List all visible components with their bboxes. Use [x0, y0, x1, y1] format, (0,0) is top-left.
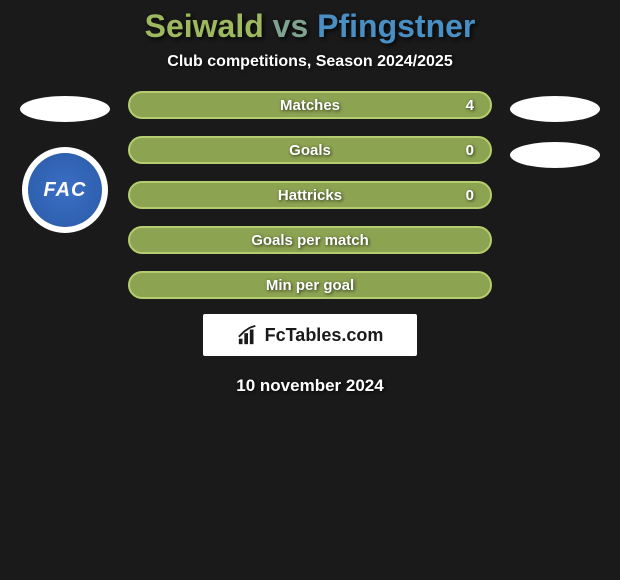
logo-text: FAC: [44, 179, 87, 202]
stat-bar-min-per-goal: Min per goal: [128, 271, 492, 299]
brand-text: FcTables.com: [265, 325, 384, 346]
content-row: FAC Matches 4 Goals 0 Hattricks 0 Goals …: [0, 91, 620, 299]
club-logo: FAC: [22, 147, 108, 233]
club-logo-inner: FAC: [28, 153, 102, 227]
stats-column: Matches 4 Goals 0 Hattricks 0 Goals per …: [120, 91, 500, 299]
stat-bar-hattricks: Hattricks 0: [128, 181, 492, 209]
stat-bar-goals-per-match: Goals per match: [128, 226, 492, 254]
title-part2: Pfingstner: [317, 8, 475, 44]
chart-icon: [237, 324, 259, 346]
player-ellipse-right-2: [510, 142, 600, 168]
stat-label: Goals per match: [251, 232, 369, 249]
stat-bar-goals: Goals 0: [128, 136, 492, 164]
player-ellipse-right-1: [510, 96, 600, 122]
right-column: [500, 91, 610, 168]
player-ellipse-left: [20, 96, 110, 122]
stat-label: Min per goal: [266, 277, 354, 294]
stat-value: 4: [466, 97, 474, 114]
stat-label: Goals: [289, 142, 331, 159]
left-column: FAC: [10, 91, 120, 233]
subtitle: Club competitions, Season 2024/2025: [0, 53, 620, 71]
stat-bar-matches: Matches 4: [128, 91, 492, 119]
date-text: 10 november 2024: [0, 376, 620, 396]
page-title: Seiwald vs Pfingstner: [0, 8, 620, 45]
brand-box[interactable]: FcTables.com: [203, 314, 417, 356]
stat-label: Hattricks: [278, 187, 342, 204]
main-container: Seiwald vs Pfingstner Club competitions,…: [0, 0, 620, 396]
stat-value: 0: [466, 142, 474, 159]
stat-label: Matches: [280, 97, 340, 114]
stat-value: 0: [466, 187, 474, 204]
title-part1: Seiwald: [145, 8, 264, 44]
title-vs: vs: [264, 8, 317, 44]
